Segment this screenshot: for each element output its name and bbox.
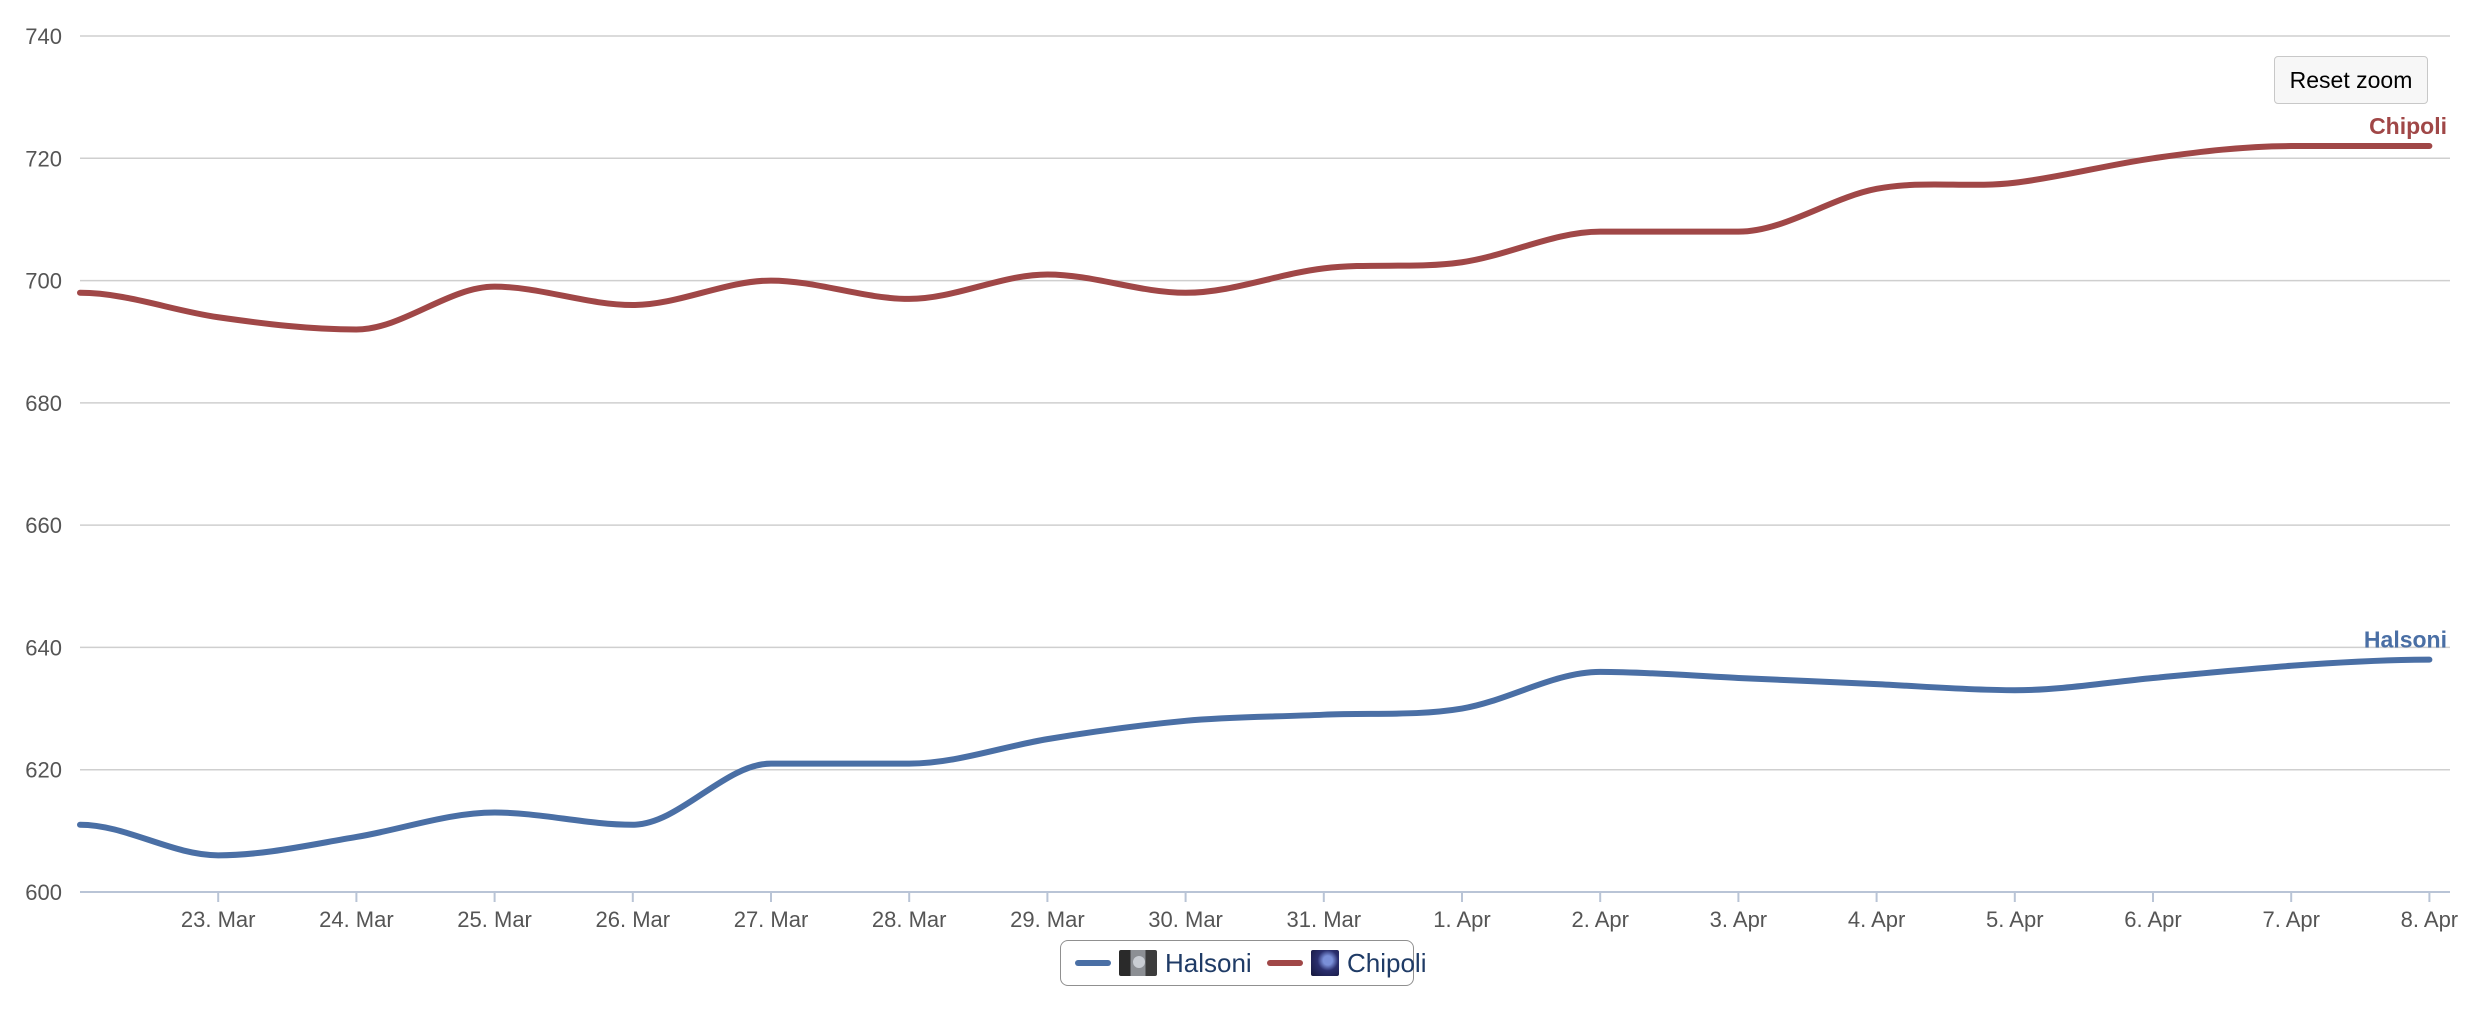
x-tick-label: 2. Apr — [1571, 907, 1628, 932]
y-tick-label: 660 — [25, 513, 62, 538]
x-tick-label: 28. Mar — [872, 907, 947, 932]
y-tick-label: 620 — [25, 758, 62, 783]
halsoni-avatar-icon — [1119, 950, 1157, 976]
legend-line-halsoni — [1075, 960, 1111, 966]
y-tick-label: 700 — [25, 269, 62, 294]
grid — [80, 35, 2450, 893]
x-tick-label: 29. Mar — [1010, 907, 1085, 932]
series-line-chipoli[interactable] — [77, 143, 2433, 333]
x-tick-label: 30. Mar — [1148, 907, 1223, 932]
legend-line-chipoli — [1267, 960, 1303, 966]
y-tick-label: 640 — [25, 635, 62, 660]
series-end-labels: Halsoni Chipoli — [2364, 113, 2447, 653]
x-tick-label: 27. Mar — [734, 907, 809, 932]
series-line-halsoni[interactable] — [77, 656, 2433, 859]
x-tick-label: 7. Apr — [2262, 907, 2319, 932]
x-tick-label: 8. Apr — [2401, 907, 2458, 932]
x-tick-label: 31. Mar — [1287, 907, 1362, 932]
legend: Halsoni Chipoli — [1060, 940, 1427, 986]
series-end-label-chipoli: Chipoli — [2369, 113, 2447, 139]
legend-item-halsoni[interactable]: Halsoni — [1075, 941, 1252, 985]
axes: 600 620 640 660 680 700 720 740 23. Mar 24. Mar 25… — [25, 24, 2458, 932]
reset-zoom-button[interactable]: Reset zoom — [2274, 56, 2428, 104]
x-tick-label: 5. Apr — [1986, 907, 2043, 932]
y-tick-label: 600 — [25, 880, 62, 905]
series-end-label-halsoni: Halsoni — [2364, 627, 2447, 653]
y-tick-label: 680 — [25, 391, 62, 416]
x-tick-label: 3. Apr — [1710, 907, 1767, 932]
chipoli-avatar-icon — [1311, 950, 1339, 976]
x-tick-label: 4. Apr — [1848, 907, 1905, 932]
x-tick-label: 26. Mar — [596, 907, 671, 932]
x-tick-label: 6. Apr — [2124, 907, 2181, 932]
x-tick-label: 24. Mar — [319, 907, 394, 932]
x-tick-label: 25. Mar — [457, 907, 532, 932]
x-tick-label: 23. Mar — [181, 907, 256, 932]
y-tick-label: 720 — [25, 146, 62, 171]
x-tick-label: 1. Apr — [1433, 907, 1490, 932]
series-lines — [77, 143, 2433, 859]
legend-label-halsoni: Halsoni — [1165, 947, 1252, 978]
legend-label-chipoli: Chipoli — [1347, 947, 1427, 978]
y-tick-label: 740 — [25, 24, 62, 49]
legend-item-chipoli[interactable]: Chipoli — [1267, 941, 1427, 985]
